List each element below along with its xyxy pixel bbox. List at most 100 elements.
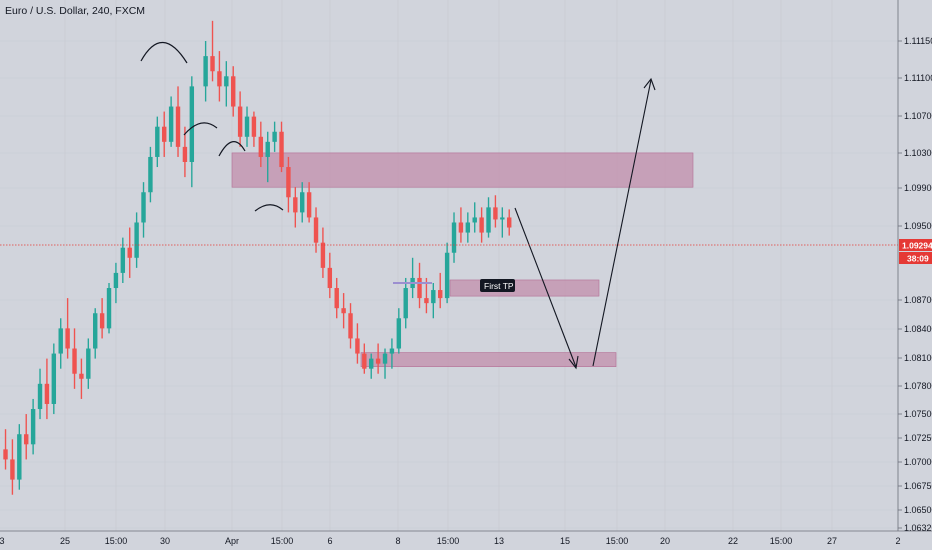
candle-body xyxy=(444,252,450,299)
candle-body xyxy=(438,290,443,299)
candlestick-series xyxy=(3,20,512,495)
candle xyxy=(293,187,298,228)
arrowhead-down-icon xyxy=(568,355,579,370)
zone-2 xyxy=(449,279,600,297)
candle-body xyxy=(431,290,436,304)
candle-body xyxy=(141,192,146,223)
candle-body xyxy=(334,288,339,309)
candle-body xyxy=(313,217,319,243)
time-tick-label: 15 xyxy=(560,536,570,546)
candle xyxy=(458,207,464,243)
candle-body xyxy=(493,207,498,220)
price-tick-label: 1.06750 xyxy=(904,481,932,491)
candle-body xyxy=(162,126,167,142)
head-arc xyxy=(140,42,188,64)
candle xyxy=(348,303,353,349)
time-tick-label: 15:00 xyxy=(105,536,128,546)
candle-body xyxy=(362,353,367,369)
time-axis: 3 25 15:00 30 Apr 15:00 6 8 15:00 13 15 15:00 20 22 15… xyxy=(0,536,901,546)
candle xyxy=(51,343,57,415)
candle-body xyxy=(403,288,408,319)
candle-body xyxy=(375,358,381,364)
right-shoulder-arc xyxy=(218,141,246,157)
price-tick-label: 1.10700 xyxy=(904,111,932,121)
candle-body xyxy=(451,222,457,253)
candle xyxy=(396,308,402,354)
candle xyxy=(438,272,443,309)
price-tick-label: 1.07000 xyxy=(904,457,932,467)
current-price-badge xyxy=(899,239,932,251)
candle-body xyxy=(486,207,491,233)
candle xyxy=(341,293,346,329)
candle-body xyxy=(244,116,250,137)
candle-body xyxy=(458,222,464,233)
time-tick-label: Apr xyxy=(225,536,239,546)
candle xyxy=(286,156,291,213)
candle xyxy=(168,96,174,147)
candle-body xyxy=(424,298,429,304)
price-tick-label: 1.07250 xyxy=(904,433,932,443)
candle xyxy=(486,197,491,238)
candle xyxy=(203,41,208,102)
candle-body xyxy=(286,167,291,198)
price-tick-label: 1.08700 xyxy=(904,295,932,305)
time-tick-label: 15:00 xyxy=(437,536,460,546)
candle xyxy=(417,262,422,309)
time-tick-label: 20 xyxy=(660,536,670,546)
candle xyxy=(24,414,29,460)
candle-body xyxy=(106,288,112,329)
time-tick-label: 3 xyxy=(0,536,5,546)
candle xyxy=(320,227,326,278)
price-axis: 1.11150 1.11100 1.10700 1.10300 1.09900 1.095… xyxy=(898,36,932,533)
price-tick-label: 1.08400 xyxy=(904,324,932,334)
candle-body xyxy=(465,222,471,233)
time-tick-label: 22 xyxy=(728,536,738,546)
candle xyxy=(465,212,471,243)
candle-body xyxy=(237,106,243,137)
candle xyxy=(120,237,126,283)
candle xyxy=(10,439,15,495)
candle xyxy=(244,106,250,147)
candle-body xyxy=(258,136,264,157)
candle-body xyxy=(327,267,333,289)
candle-body xyxy=(203,56,208,87)
candle-body xyxy=(396,318,402,349)
candle-body xyxy=(210,56,215,72)
candle xyxy=(79,358,84,399)
candle-body xyxy=(293,197,298,213)
candle-body xyxy=(93,313,98,349)
candle xyxy=(93,308,98,359)
candle-body xyxy=(155,126,160,157)
candle xyxy=(272,121,277,152)
candle xyxy=(507,209,512,236)
arrowhead-up-icon xyxy=(643,77,656,91)
candle-body xyxy=(175,106,181,147)
candle xyxy=(86,338,91,389)
candle-body xyxy=(231,76,236,107)
zone-3 xyxy=(360,352,617,367)
candle xyxy=(162,111,167,157)
candle-body xyxy=(348,313,353,339)
price-tick-label: 1.07500 xyxy=(904,409,932,419)
time-tick-label: 15:00 xyxy=(606,536,629,546)
candle-body xyxy=(182,146,188,162)
candle-body xyxy=(217,71,222,87)
candle-body xyxy=(320,242,326,268)
candle-body xyxy=(382,353,388,364)
time-tick-label: 8 xyxy=(395,536,400,546)
candle-body xyxy=(251,116,257,137)
price-tick-label: 1.06500 xyxy=(904,505,932,515)
candle-body xyxy=(507,217,512,228)
price-tick-label: 1.08100 xyxy=(904,353,932,363)
candle-body xyxy=(127,247,132,258)
time-tick-label: 2 xyxy=(895,536,900,546)
candle xyxy=(382,348,388,379)
candle xyxy=(327,252,333,299)
candle xyxy=(141,182,146,238)
candle xyxy=(37,368,43,420)
candle xyxy=(472,202,477,233)
time-tick-label: 25 xyxy=(60,536,70,546)
time-tick-label: 15:00 xyxy=(770,536,793,546)
candle-body xyxy=(479,217,484,233)
